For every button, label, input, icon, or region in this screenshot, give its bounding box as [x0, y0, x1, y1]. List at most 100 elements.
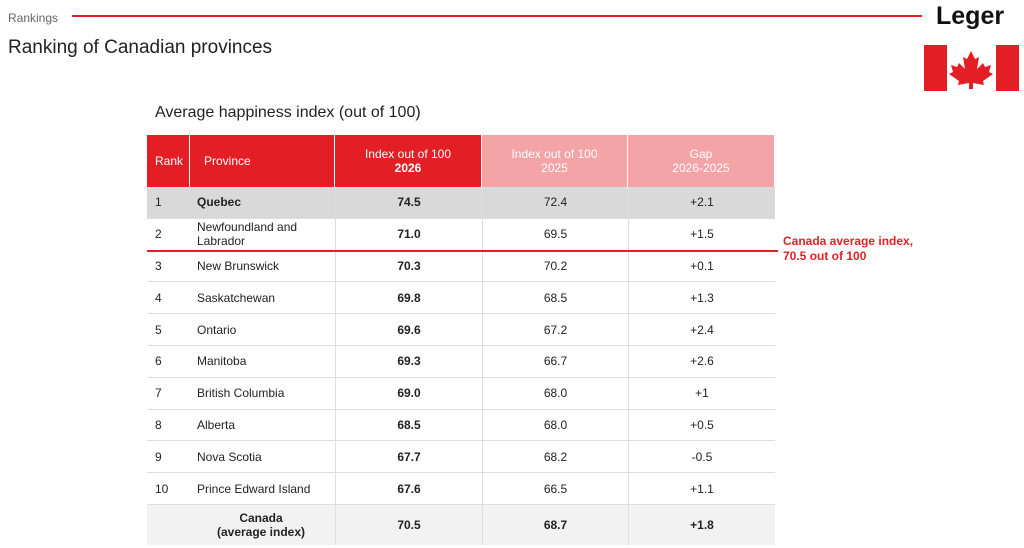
table-cell: Alberta — [190, 409, 335, 442]
cell-text: +1.3 — [690, 290, 714, 305]
cell-text: 2025 — [541, 161, 568, 175]
cell-text: Quebec — [197, 195, 242, 210]
table-cell: Manitoba — [190, 346, 335, 378]
cell-text: 1 — [155, 195, 162, 210]
cell-text: 71.0 — [397, 227, 421, 242]
cell-text: +1 — [695, 386, 709, 401]
table-cell: 69.6 — [335, 314, 482, 346]
total-cell: 68.7 — [482, 505, 628, 545]
table-cell: +1.5 — [628, 218, 775, 251]
table-cell: 67.2 — [482, 314, 628, 346]
cell-text: Rank — [155, 154, 184, 168]
table-cell: 3 — [147, 250, 190, 283]
cell-text: 69.5 — [543, 227, 568, 242]
cell-text: 69.8 — [397, 290, 421, 305]
table-cell: Nova Scotia — [190, 441, 335, 474]
cell-text: +1.8 — [690, 518, 714, 532]
table-cell: 70.3 — [335, 250, 482, 283]
cell-text: New Brunswick — [197, 258, 280, 273]
table-cell: 68.0 — [482, 409, 628, 442]
table-cell: New Brunswick — [190, 250, 335, 283]
table-cell: 68.5 — [482, 282, 628, 315]
table-cell: +0.5 — [628, 409, 775, 442]
cell-text: -0.5 — [691, 449, 713, 464]
table-cell: 66.7 — [482, 346, 628, 378]
table-cell: 68.0 — [482, 377, 628, 410]
cell-text: Newfoundland and Labrador — [197, 220, 298, 249]
cell-text: Nova Scotia — [197, 449, 262, 464]
cell-text: +1.5 — [690, 227, 714, 242]
cell-text: +2.6 — [690, 354, 714, 369]
table-cell: Ontario — [190, 314, 335, 346]
table-cell: Saskatchewan — [190, 282, 335, 315]
cell-text: Manitoba — [197, 354, 247, 369]
cell-text: 74.5 — [397, 195, 421, 210]
cell-text: 68.2 — [543, 449, 568, 464]
table-cell: 74.5 — [335, 187, 482, 219]
cell-text: 2026 — [394, 161, 422, 175]
table-cell: Prince Edward Island — [190, 473, 335, 505]
table-caption: Average happiness index (out of 100) — [155, 104, 421, 121]
table-cell: British Columbia — [190, 377, 335, 410]
cell-text: (average index) — [216, 525, 306, 539]
table-cell: 69.5 — [482, 218, 628, 251]
annotation: Canada average index, 70.5 out of 100 — [783, 234, 914, 263]
header-cell: Index out of 100 2026 — [335, 135, 482, 187]
cell-text: 67.7 — [397, 449, 421, 464]
cell-text: 5 — [155, 322, 162, 337]
cell-text: 69.6 — [397, 322, 421, 337]
table-cell: 70.2 — [482, 250, 628, 283]
cell-text: 68.5 — [543, 290, 568, 305]
table-cell: 5 — [147, 314, 190, 346]
average-line — [147, 250, 778, 252]
cell-text: 69.3 — [397, 354, 421, 369]
table-cell: 72.4 — [482, 187, 628, 219]
table-cell: 6 — [147, 346, 190, 378]
cell-text: +2.4 — [690, 322, 714, 337]
table-cell: Quebec — [190, 187, 335, 219]
cell-text: 4 — [155, 290, 162, 305]
cell-text: +0.5 — [690, 417, 714, 432]
cell-text: 68.0 — [543, 417, 568, 432]
cell-text: 72.4 — [543, 195, 568, 210]
cell-text: 66.5 — [543, 481, 568, 496]
table-cell: 71.0 — [335, 218, 482, 251]
header-rule — [72, 15, 922, 17]
total-cell: 70.5 — [335, 505, 482, 545]
table-cell: +0.1 — [628, 250, 775, 283]
cell-text: 70.2 — [543, 258, 568, 273]
table-cell: 69.8 — [335, 282, 482, 315]
logo: Leger — [936, 2, 1005, 30]
cell-text: 69.0 — [397, 386, 421, 401]
header-cell: Province — [190, 135, 335, 187]
table-cell: 1 — [147, 187, 190, 219]
table-cell: 67.6 — [335, 473, 482, 505]
cell-text: 2 — [155, 227, 162, 242]
table-cell: -0.5 — [628, 441, 775, 474]
cell-text: Saskatchewan — [197, 290, 276, 305]
table-cell: 8 — [147, 409, 190, 442]
total-cell: +1.8 — [628, 505, 775, 545]
cell-text: Index out of 100 — [364, 147, 452, 161]
cell-text: Index out of 100 — [511, 147, 598, 161]
cell-text: +1.1 — [690, 481, 714, 496]
cell-text: +0.1 — [690, 258, 714, 273]
table-cell: 10 — [147, 473, 190, 505]
cell-text: British Columbia — [197, 386, 285, 401]
table-cell: +2.4 — [628, 314, 775, 346]
cell-text: 67.2 — [543, 322, 568, 337]
table-cell: +1 — [628, 377, 775, 410]
cell-text: Ontario — [197, 322, 237, 337]
page-title: Ranking of Canadian provinces — [8, 37, 273, 58]
flag — [924, 45, 1019, 91]
cell-text: 6 — [155, 354, 162, 369]
cell-text: 10 — [155, 481, 169, 496]
header-cell: Rank — [147, 135, 190, 187]
cell-text: 66.7 — [543, 354, 568, 369]
table-cell: Newfoundland and Labrador — [190, 218, 335, 251]
table-cell: +1.1 — [628, 473, 775, 505]
cell-text: 68.0 — [543, 386, 568, 401]
table-cell: 67.7 — [335, 441, 482, 474]
table-cell: 68.2 — [482, 441, 628, 474]
